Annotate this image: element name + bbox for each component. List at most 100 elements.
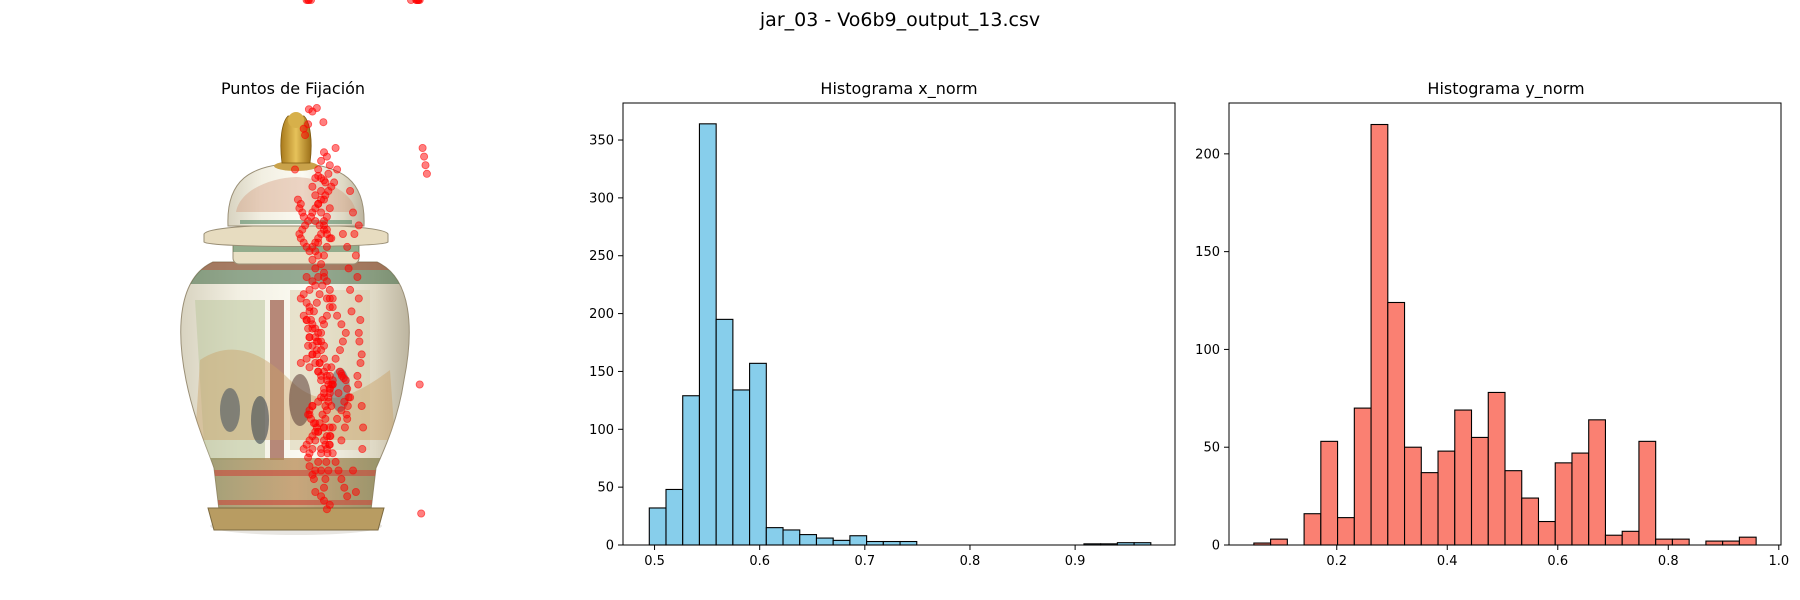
fixation-point [318, 315, 327, 324]
fixation-point [306, 315, 315, 324]
histogram-x-bar [682, 395, 700, 546]
fixation-point [325, 371, 334, 380]
fixation-point [322, 242, 331, 251]
histogram-x-ytick-label: 300 [589, 191, 614, 206]
fixation-point [317, 156, 326, 165]
fixation-point [337, 320, 346, 329]
histogram-x-bar [765, 527, 784, 546]
fixation-point [348, 208, 357, 217]
fixation-point [317, 346, 326, 355]
fixation-point [325, 500, 334, 509]
histogram-y-ytick-label: 200 [1195, 147, 1220, 162]
histogram-x-ytick-label: 250 [589, 249, 614, 264]
histogram-x-bar [866, 540, 884, 546]
histogram-y-ytick-label: 0 [1212, 539, 1220, 554]
fixation-point [311, 191, 320, 200]
fixation-point [305, 285, 314, 294]
histogram-x-xtick-label: 0.7 [854, 554, 875, 569]
histogram-x-bar [882, 540, 901, 546]
fixation-point [337, 406, 346, 415]
histogram-y-xtick-label: 0.4 [1437, 554, 1458, 569]
fixation-point [346, 186, 355, 195]
fixation-point [305, 462, 314, 471]
fixation-point [325, 294, 334, 303]
fixation-point [407, 0, 415, 4]
fixation-point [308, 255, 317, 264]
fixation-point [340, 483, 349, 492]
fixation-point [341, 376, 350, 385]
histogram-y-bar [1454, 409, 1473, 546]
histogram-x-xtick-label: 0.8 [960, 554, 981, 569]
fixation-point [359, 423, 368, 432]
fixation-point [325, 161, 334, 170]
fixation-point [319, 118, 328, 127]
fixation-point [317, 376, 326, 385]
fixation-point [319, 217, 328, 226]
histogram-x-title: Histograma x_norm [820, 79, 977, 99]
histogram-y-bar [1705, 540, 1724, 546]
histogram-y-bar [1655, 538, 1673, 546]
histogram-y-bar [1588, 419, 1606, 546]
fixation-point [317, 229, 326, 238]
histogram-y-bars [1253, 123, 1757, 546]
fixation-point [312, 337, 321, 346]
fixation-point [314, 427, 323, 436]
fixation-point [319, 483, 328, 492]
fixation-point [418, 143, 427, 152]
histogram-y-bar [1487, 391, 1506, 546]
fixation-point [341, 328, 350, 337]
fixation-point [415, 380, 424, 389]
fixation-point [333, 414, 342, 423]
fixation-point [309, 307, 318, 316]
fixation-point [354, 294, 363, 303]
histogram-y-ytick-label: 150 [1195, 245, 1220, 260]
fixation-point [346, 285, 355, 294]
fixation-point [324, 466, 333, 475]
fixation-point [356, 358, 365, 367]
fixation-point [290, 165, 299, 174]
fixation-panel: Puntos de Fijación [180, 0, 431, 535]
histogram-y-xtick-label: 0.6 [1547, 554, 1568, 569]
histogram-x-ytick-label: 0 [606, 539, 614, 554]
histogram-x-bar [782, 529, 801, 546]
histogram-x-bar [899, 540, 918, 546]
fixation-point [323, 449, 332, 458]
fixation-point [353, 272, 362, 281]
histogram-x-ytick-label: 200 [589, 307, 614, 322]
fixation-point [311, 487, 320, 496]
fixation-point [348, 466, 357, 475]
fixation-point [351, 251, 360, 260]
histogram-y-bar [1738, 536, 1757, 546]
fixation-point [319, 272, 328, 281]
fixation-point [321, 414, 330, 423]
histogram-y-xtick-label: 0.8 [1658, 554, 1679, 569]
histogram-x-ytick-label: 100 [589, 423, 614, 438]
fixation-point [338, 229, 347, 238]
histogram-x-xtick-label: 0.6 [749, 554, 770, 569]
fixation-point [311, 264, 320, 273]
fixation-point [333, 311, 342, 320]
fixation-point [299, 444, 308, 453]
fixation-point [317, 186, 326, 195]
fixation-point [342, 410, 351, 419]
fixation-point [307, 0, 315, 4]
histogram-x-panel: Histograma x_norm 0.5 0.6 0.7 0.8 0.9 0 50 100 1… [589, 79, 1176, 569]
fixation-point [305, 333, 314, 342]
fixation-point [357, 350, 366, 359]
histogram-y-bar [1504, 470, 1523, 546]
histogram-y-ticks: 0.2 0.4 0.6 0.8 1.0 0 50 100 150 200 [1195, 147, 1789, 569]
fixation-panel-title: Puntos de Fijación [221, 79, 365, 98]
fixation-point [302, 354, 311, 363]
histogram-y-bar [1571, 452, 1590, 546]
fixation-point [326, 432, 335, 441]
fixation-point [305, 363, 314, 372]
fixation-point [343, 242, 352, 251]
histogram-y-bar [1537, 520, 1556, 546]
histogram-y-bar [1270, 538, 1288, 546]
fixation-point [338, 337, 347, 346]
fixation-point [322, 457, 331, 466]
fixation-point [356, 315, 365, 324]
histogram-y-bar [1303, 513, 1322, 546]
histogram-y-bar [1554, 462, 1573, 546]
fixation-point [417, 509, 426, 518]
